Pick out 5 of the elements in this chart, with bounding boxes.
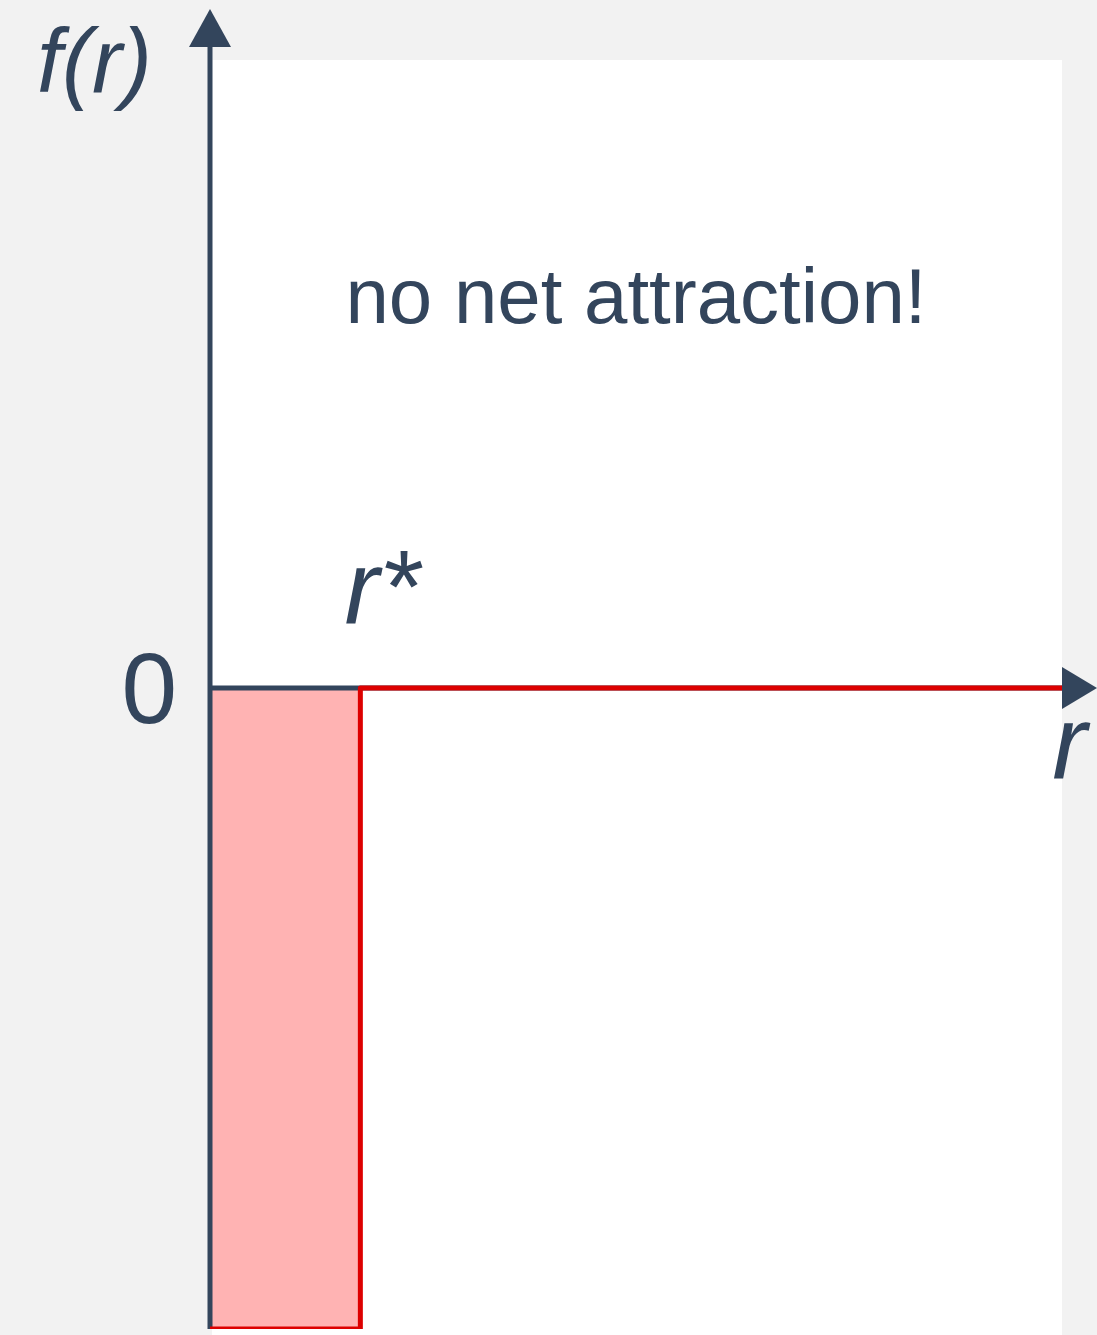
text: f(r) bbox=[37, 11, 152, 111]
text: 0 bbox=[121, 632, 177, 744]
x-axis-title: r bbox=[1052, 684, 1092, 800]
text: r* bbox=[344, 529, 424, 645]
text: no net attraction! bbox=[345, 251, 927, 340]
